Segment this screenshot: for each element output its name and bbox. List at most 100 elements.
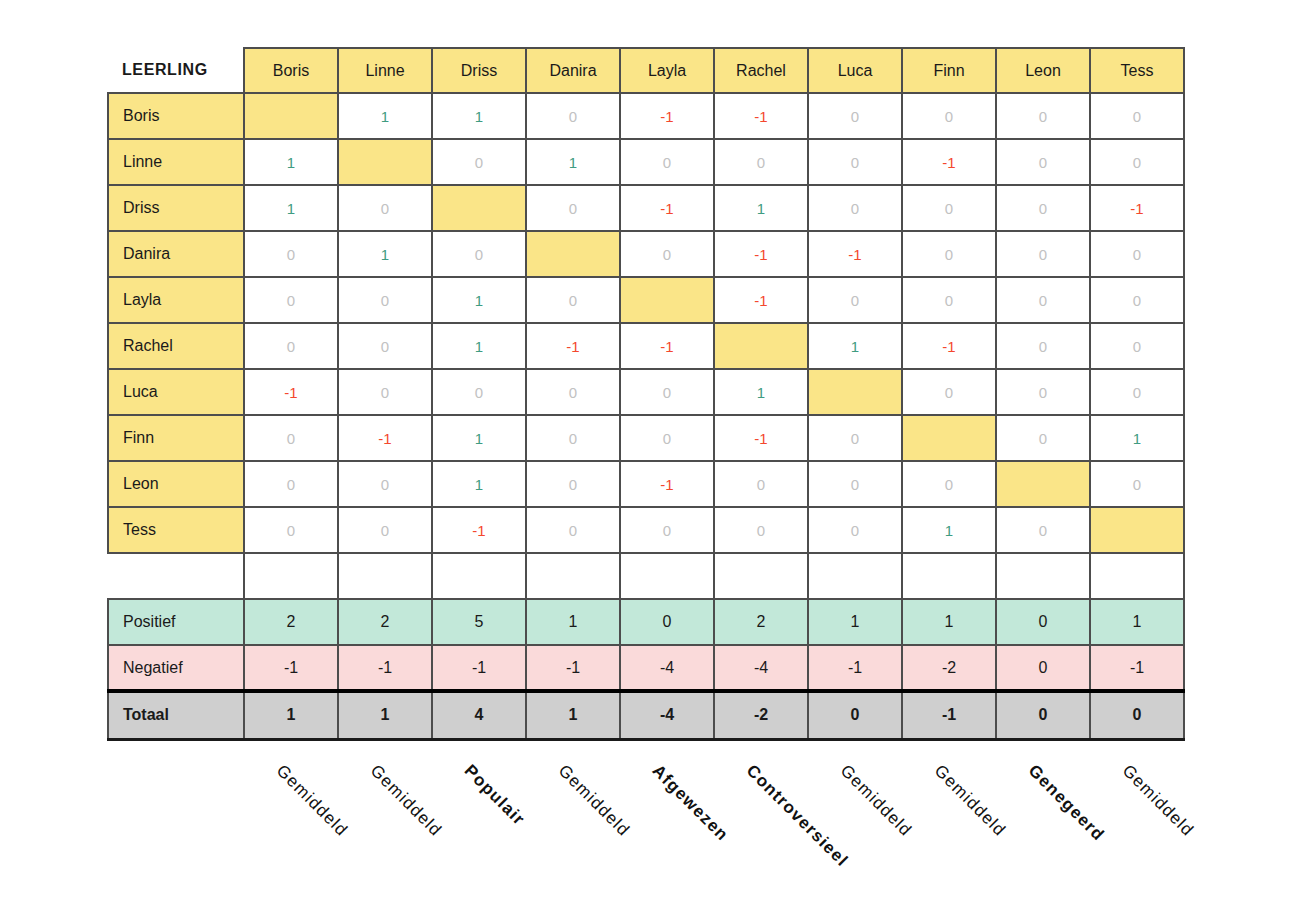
matrix-cell: 0 — [432, 231, 526, 277]
summary-label-positief: Positief — [108, 599, 244, 645]
column-header: Boris — [244, 48, 338, 93]
matrix-cell: 0 — [1090, 139, 1184, 185]
column-header: Tess — [1090, 48, 1184, 93]
summary-cell-negatief: -1 — [244, 645, 338, 691]
matrix-cell — [902, 415, 996, 461]
matrix-cell: 0 — [808, 415, 902, 461]
classification-label: Gemiddeld — [1118, 761, 1198, 841]
table-row: Rachel001-1-11-100 — [108, 323, 1184, 369]
table-row: Tess00-1000010 — [108, 507, 1184, 553]
table-row: Leon0010-10000 — [108, 461, 1184, 507]
matrix-cell: 0 — [1090, 277, 1184, 323]
classification-cell: Gemiddeld — [901, 755, 995, 901]
matrix-cell: 0 — [432, 369, 526, 415]
matrix-cell: -1 — [432, 507, 526, 553]
matrix-cell: -1 — [714, 93, 808, 139]
matrix-cell: 0 — [338, 461, 432, 507]
matrix-cell: 1 — [714, 185, 808, 231]
row-header: Rachel — [108, 323, 244, 369]
matrix-cell: 0 — [526, 277, 620, 323]
total-row: Totaal1141-4-20-100 — [108, 691, 1184, 739]
column-header: Rachel — [714, 48, 808, 93]
matrix-cell: 0 — [902, 369, 996, 415]
matrix-cell: -1 — [620, 461, 714, 507]
matrix-cell: 0 — [996, 415, 1090, 461]
row-header: Driss — [108, 185, 244, 231]
matrix-cell — [1090, 507, 1184, 553]
matrix-cell: 0 — [1090, 93, 1184, 139]
matrix-cell: 0 — [620, 139, 714, 185]
summary-cell-negatief: -2 — [902, 645, 996, 691]
matrix-cell: 0 — [996, 93, 1090, 139]
table-row: Layla0010-10000 — [108, 277, 1184, 323]
spacer-cell — [108, 553, 244, 599]
summary-cell-totaal: 1 — [338, 691, 432, 739]
summary-cell-positief: 1 — [1090, 599, 1184, 645]
classification-labels: GemiddeldGemiddeldPopulairGemiddeldAfgew… — [243, 755, 1296, 901]
spacer-cell — [1090, 553, 1184, 599]
matrix-cell: 0 — [338, 507, 432, 553]
summary-row-positief: Positief2251021101 — [108, 599, 1184, 645]
matrix-cell: 1 — [432, 461, 526, 507]
matrix-cell: 0 — [996, 139, 1090, 185]
summary-row-negatief: Negatief-1-1-1-1-4-4-1-20-1 — [108, 645, 1184, 691]
summary-cell-positief: 1 — [902, 599, 996, 645]
matrix-cell: -1 — [620, 93, 714, 139]
matrix-cell — [620, 277, 714, 323]
matrix-cell: 0 — [244, 507, 338, 553]
summary-cell-negatief: -1 — [1090, 645, 1184, 691]
spacer-cell — [996, 553, 1090, 599]
column-header: Driss — [432, 48, 526, 93]
summary-cell-positief: 1 — [526, 599, 620, 645]
summary-cell-negatief: 0 — [996, 645, 1090, 691]
matrix-cell: 0 — [338, 323, 432, 369]
matrix-cell — [996, 461, 1090, 507]
summary-cell-totaal: 1 — [244, 691, 338, 739]
summary-cell-negatief: -1 — [432, 645, 526, 691]
matrix-cell: 0 — [338, 185, 432, 231]
summary-label-totaal: Totaal — [108, 691, 244, 739]
summary-cell-positief: 5 — [432, 599, 526, 645]
summary-cell-negatief: -4 — [714, 645, 808, 691]
matrix-cell: 1 — [714, 369, 808, 415]
column-header: Danira — [526, 48, 620, 93]
classification-cell: Afgewezen — [619, 755, 713, 901]
spacer-cell — [714, 553, 808, 599]
matrix-cell: -1 — [338, 415, 432, 461]
classification-cell: Gemiddeld — [337, 755, 431, 901]
matrix-cell: 0 — [808, 185, 902, 231]
matrix-cell: 0 — [808, 277, 902, 323]
matrix-cell: 0 — [902, 277, 996, 323]
row-header: Finn — [108, 415, 244, 461]
matrix-cell: 0 — [338, 277, 432, 323]
matrix-cell: 0 — [996, 277, 1090, 323]
row-header: Layla — [108, 277, 244, 323]
summary-cell-positief: 2 — [338, 599, 432, 645]
matrix-cell: 1 — [244, 185, 338, 231]
matrix-cell: 0 — [714, 139, 808, 185]
matrix-cell: 1 — [338, 231, 432, 277]
summary-cell-totaal: 0 — [1090, 691, 1184, 739]
matrix-cell: 0 — [808, 461, 902, 507]
matrix-cell: 0 — [808, 139, 902, 185]
matrix-cell: 0 — [1090, 461, 1184, 507]
matrix-cell: 0 — [902, 461, 996, 507]
matrix-cell: 0 — [996, 369, 1090, 415]
matrix-cell: 0 — [996, 231, 1090, 277]
matrix-cell: 0 — [714, 507, 808, 553]
matrix-cell — [714, 323, 808, 369]
summary-cell-totaal: 4 — [432, 691, 526, 739]
matrix-cell: 0 — [244, 231, 338, 277]
spacer-cell — [620, 553, 714, 599]
matrix-cell — [244, 93, 338, 139]
matrix-cell: 0 — [244, 323, 338, 369]
spacer-cell — [808, 553, 902, 599]
matrix-cell: 0 — [996, 185, 1090, 231]
column-header: Layla — [620, 48, 714, 93]
matrix-cell: 1 — [526, 139, 620, 185]
spacer-cell — [338, 553, 432, 599]
matrix-cell: 1 — [432, 415, 526, 461]
matrix-cell: 1 — [808, 323, 902, 369]
matrix-cell: 0 — [244, 461, 338, 507]
matrix-cell: 0 — [432, 139, 526, 185]
